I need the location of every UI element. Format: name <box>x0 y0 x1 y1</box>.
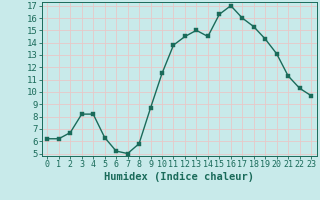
X-axis label: Humidex (Indice chaleur): Humidex (Indice chaleur) <box>104 172 254 182</box>
